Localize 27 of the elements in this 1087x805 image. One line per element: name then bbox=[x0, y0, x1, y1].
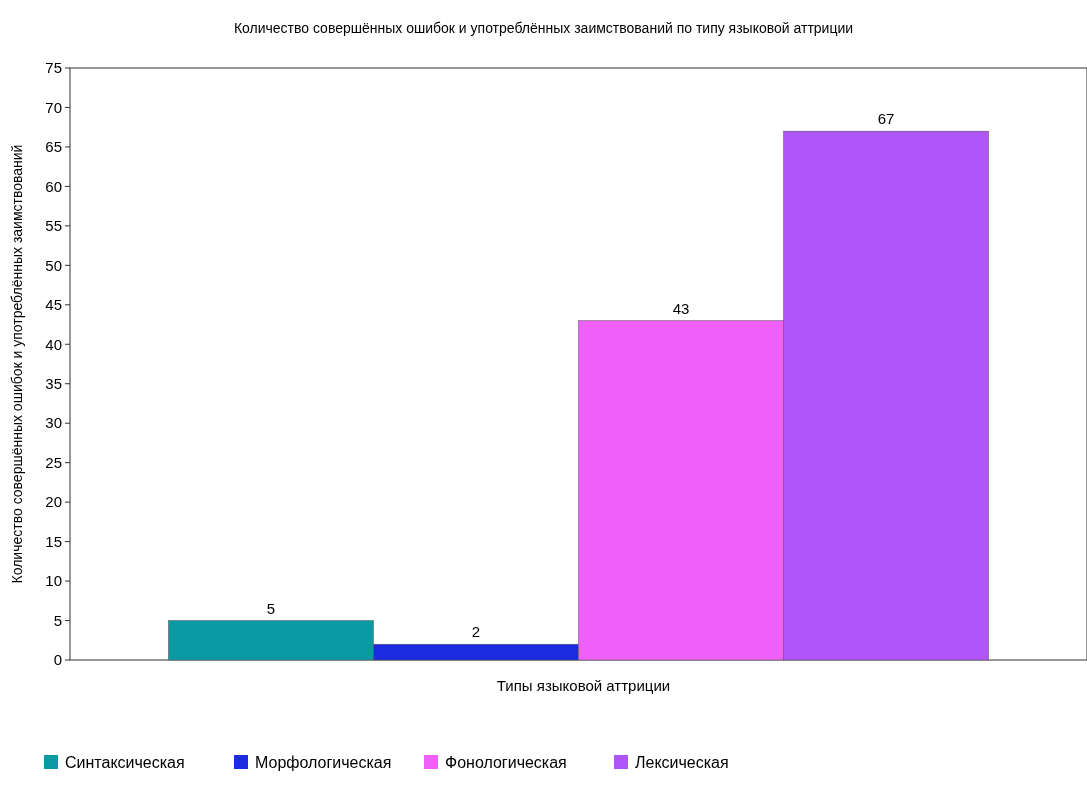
legend-label: Фонологическая bbox=[445, 754, 567, 771]
y-tick-label: 5 bbox=[53, 611, 62, 629]
legend-label: Морфологическая bbox=[255, 754, 392, 771]
y-tick-label: 40 bbox=[45, 335, 62, 353]
y-tick-label: 55 bbox=[45, 217, 62, 235]
legend-label: Лексическая bbox=[635, 754, 729, 771]
data-label: 67 bbox=[877, 110, 895, 128]
y-tick-label: 15 bbox=[45, 532, 62, 550]
y-tick-label: 25 bbox=[45, 453, 62, 471]
y-tick-label: 20 bbox=[45, 493, 62, 511]
y-axis-title: Количество совершённых ошибок и употреблённых заимствований bbox=[9, 144, 25, 584]
legend-label: Синтаксическая bbox=[65, 754, 185, 771]
x-axis-title: Типы языковой аттриции bbox=[496, 677, 671, 694]
y-tick-label: 45 bbox=[45, 296, 62, 314]
y-tick-label: 60 bbox=[45, 177, 62, 195]
data-label: 5 bbox=[266, 599, 276, 617]
y-tick-label: 10 bbox=[45, 572, 62, 590]
data-label: 2 bbox=[471, 623, 481, 641]
y-tick-label: 30 bbox=[45, 414, 62, 432]
y-tick-label: 75 bbox=[45, 59, 62, 77]
y-tick-label: 65 bbox=[45, 138, 62, 156]
y-tick-label: 70 bbox=[45, 98, 62, 116]
y-tick-label: 50 bbox=[45, 256, 62, 274]
y-tick-label: 0 bbox=[53, 651, 62, 669]
y-tick-label: 35 bbox=[45, 374, 62, 392]
chart-title: Количество совершённых ошибок и употреблённых заимствований по типу языковой аттриции bbox=[233, 20, 854, 36]
data-label: 43 bbox=[672, 299, 690, 317]
